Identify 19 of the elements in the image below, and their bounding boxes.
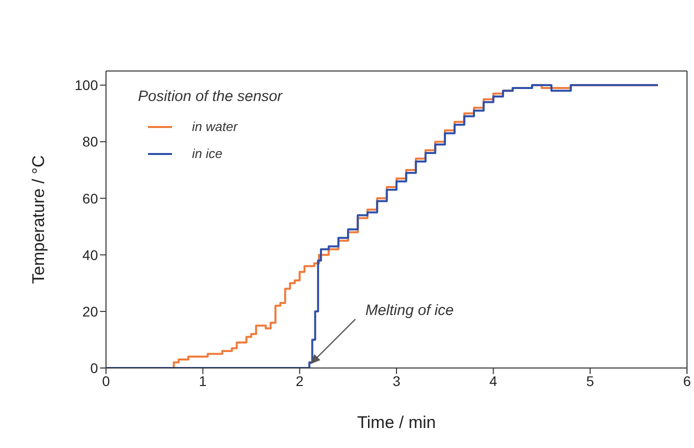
x-tick-label: 4 [489,372,498,389]
y-tick-label: 100 [74,77,98,94]
x-tick-label: 5 [586,372,594,389]
legend-title: Position of the sensor [138,88,282,105]
y-tick-label: 80 [82,134,98,150]
x-tick-label: 0 [102,372,110,389]
y-tick-label: 40 [82,246,98,263]
y-tick-label: 60 [82,190,98,206]
x-tick-label: 2 [296,372,304,389]
y-axis-title: Temperature / °C [29,155,48,284]
x-axis-title: Time / min [357,413,436,432]
x-tick-label: 3 [392,372,401,389]
annotation: Melting of ice [365,302,454,320]
x-tick-label: 6 [683,372,692,389]
legend-label: in water [192,119,238,134]
x-tick-label: 1 [198,372,207,389]
legend-label: in ice [192,146,222,161]
y-tick-label: 0 [90,360,98,376]
y-tick-label: 20 [82,303,98,320]
